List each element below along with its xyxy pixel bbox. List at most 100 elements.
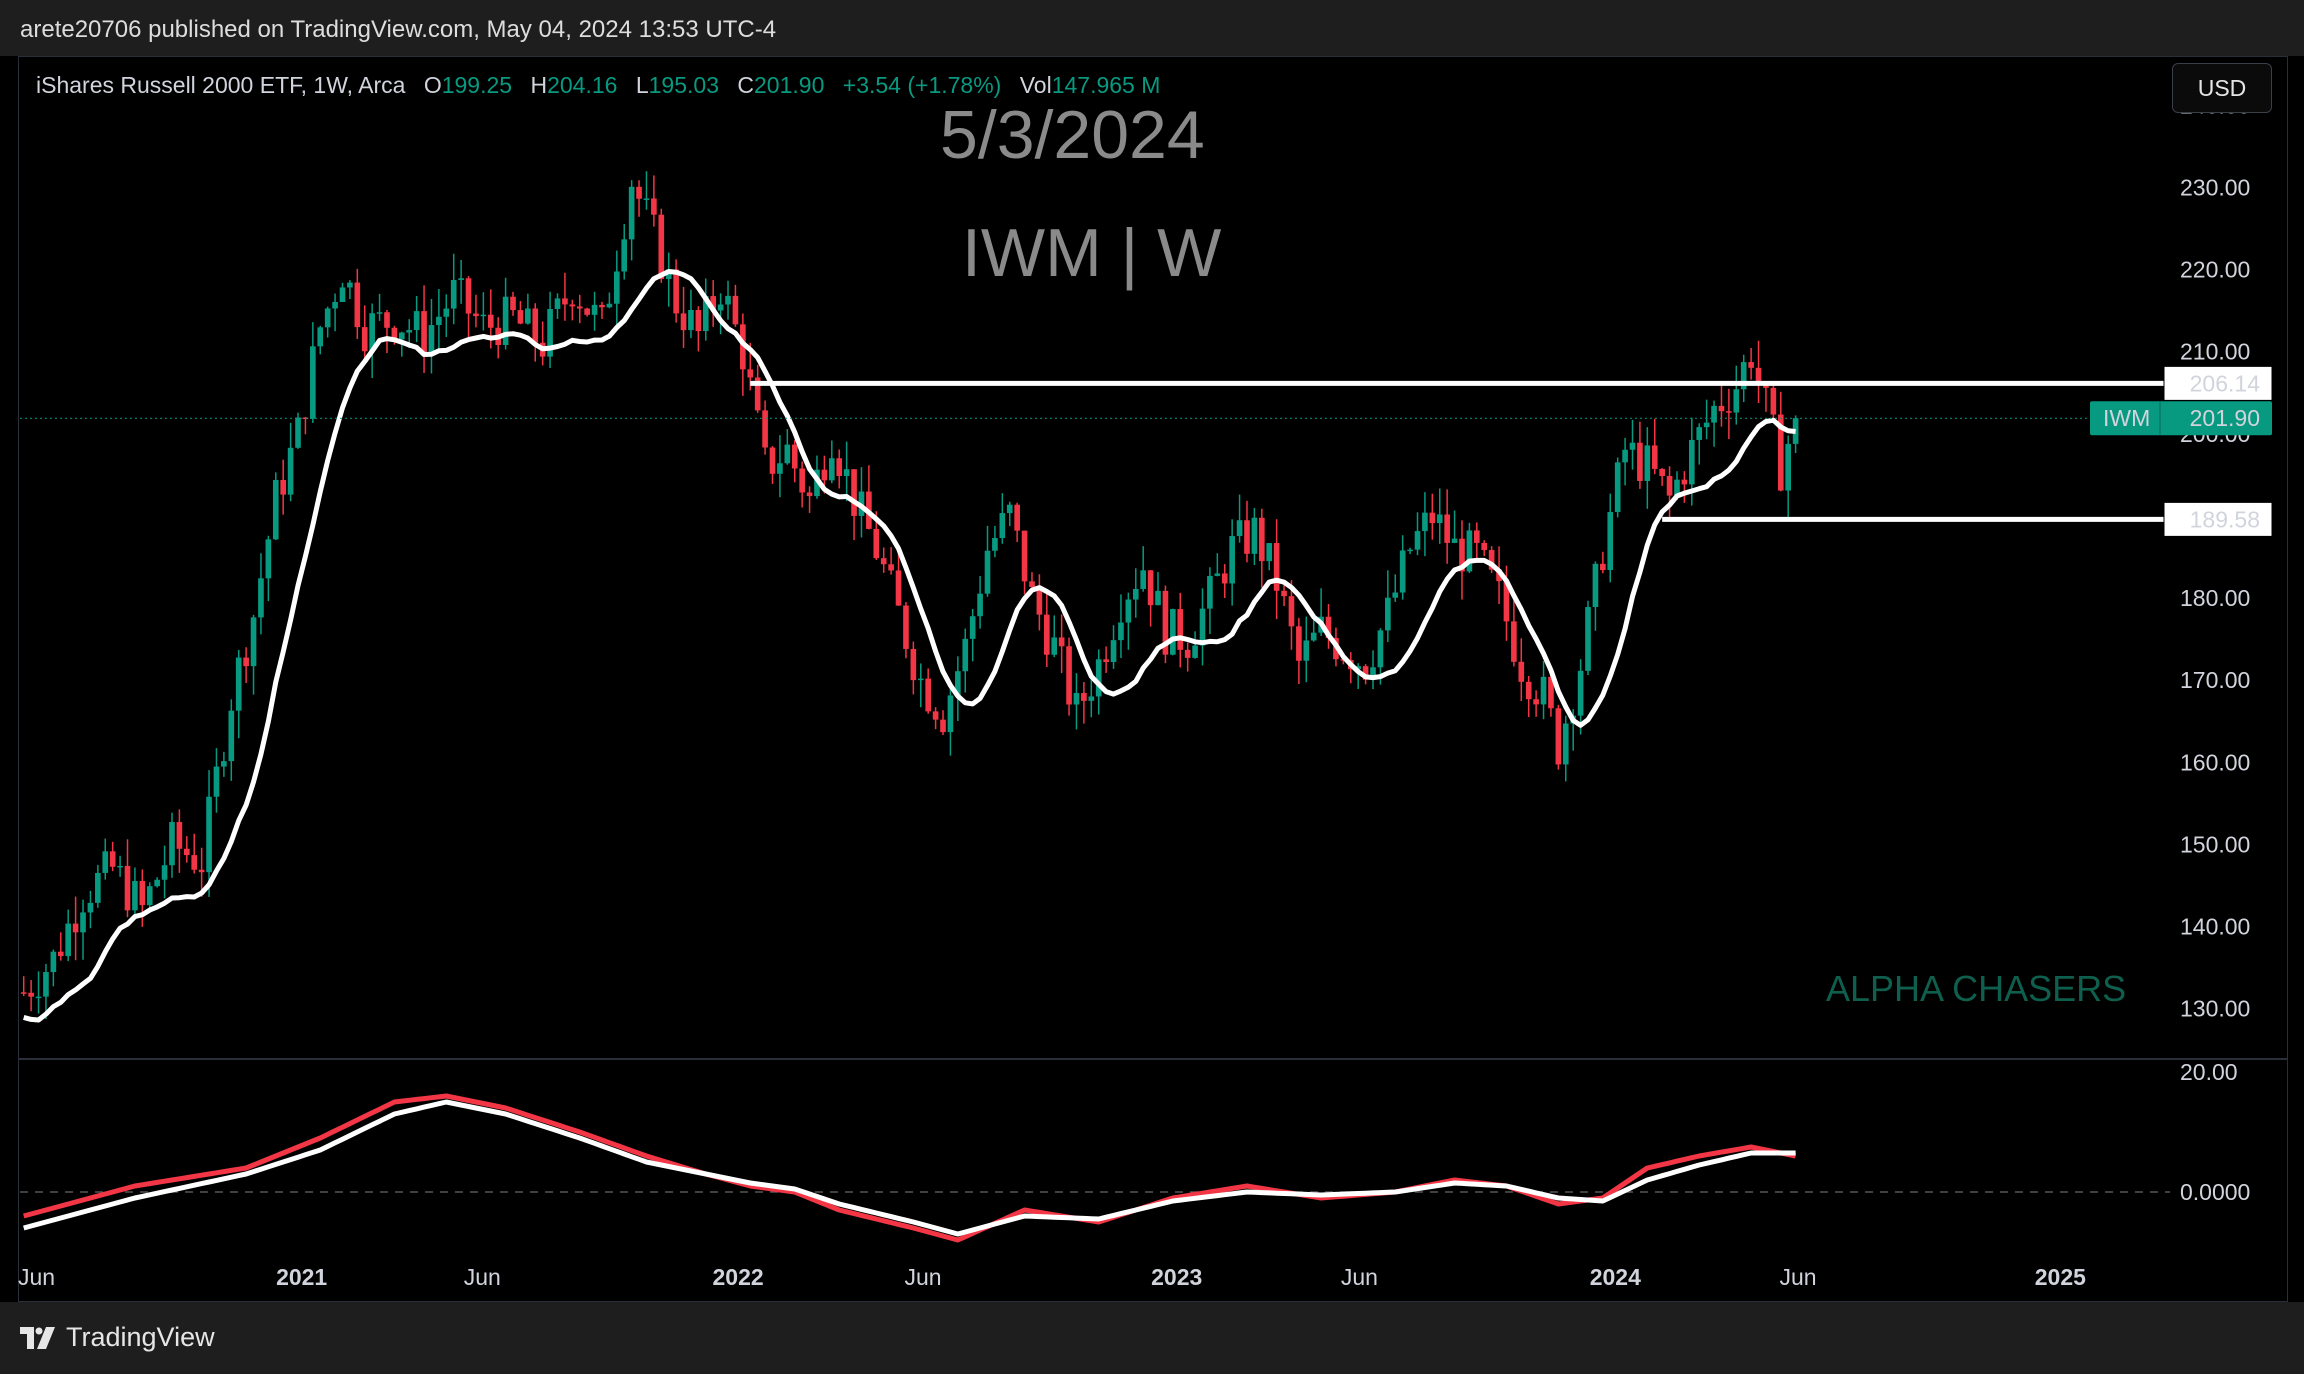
candle-body [1221,573,1228,584]
candle-body [1081,693,1087,701]
candle-body [702,296,709,332]
candle-body [1273,543,1280,591]
candle-body [65,923,72,957]
candle-body [1733,389,1740,413]
candle-body [873,528,880,559]
candle-body [465,278,472,314]
candle-body [1207,575,1213,609]
candle-body [695,309,702,332]
candle-body [1429,512,1436,524]
candle-body [1058,637,1065,647]
candle-body [50,951,57,973]
candle-body [510,296,516,311]
last-price-tag [2090,401,2272,436]
candle-body [562,298,568,305]
level-price-tag [2163,365,2273,401]
candle-body [1066,646,1072,705]
candle-body [80,912,86,933]
tradingview-logo[interactable]: TradingView [20,1322,215,1353]
chart-frame[interactable] [18,56,2288,1302]
candle-body [154,879,160,887]
candle-body [176,822,183,849]
candle-body [999,513,1006,539]
candle-body [1726,411,1732,413]
candle-body [636,186,642,199]
candle-body [1125,599,1132,623]
candle-body [1140,570,1147,589]
candle-body [1132,588,1139,600]
last-price-symbol: IWM [2103,405,2150,431]
candle-body [532,308,539,343]
tradingview-logo-icon [20,1326,55,1349]
candle-body [1051,637,1058,655]
candle-body [28,992,34,997]
candle-body [1622,449,1628,463]
candle-body [1192,645,1198,658]
y-axis-tick-label: 140.00 [2180,914,2250,940]
legend-low-key: L [635,72,649,98]
candle-body [1043,614,1050,655]
candle-body [599,304,605,308]
x-axis-tick-label: 2025 [2035,1264,2086,1290]
candle-body [1006,504,1013,514]
currency-button[interactable]: USD [2172,63,2272,113]
candle-body [146,886,153,906]
candle-body [1740,362,1747,390]
candle-body [680,313,687,331]
candle-body [955,671,961,696]
candle-body [1592,563,1599,608]
candle-body [332,301,338,309]
candle-body [717,304,724,311]
candle-body [1518,661,1525,682]
legend-symbol-name[interactable]: iShares Russell 2000 ETF, 1W, Arca [36,72,406,98]
x-axis-tick-label: 2022 [713,1264,764,1290]
publisher-line: arete20706 published on TradingView.com,… [20,16,777,43]
candle-body [1666,476,1673,496]
legend-low-value: 195.03 [648,72,719,98]
candle-body [1466,530,1473,572]
x-axis-tick-label: 2021 [276,1264,327,1290]
candle-body [1488,550,1495,570]
candle-body [1696,427,1703,440]
candle-body [1073,693,1080,705]
candle-body [1184,649,1191,658]
y-axis-tick-label: 220.00 [2180,257,2250,283]
candle-body [317,327,324,347]
candle-body [124,865,131,911]
candle-body [1607,512,1614,571]
candle-body [547,308,553,357]
level-price-label: 189.58 [2190,506,2260,532]
candle-body [1718,405,1725,412]
candle-body [880,558,887,565]
candle-body [132,880,138,911]
candle-body [324,308,331,328]
candle-body [621,239,628,272]
y-axis-tick-label: 230.00 [2180,174,2250,200]
candle-body [1407,549,1413,552]
candle-body [947,695,954,733]
candle-body [740,324,746,370]
candle-body [584,308,590,315]
legend-close-value: 201.90 [754,72,825,98]
candle-body [1021,530,1028,582]
candle-body [651,198,657,215]
candle-body [1088,696,1095,701]
candle-body [1503,581,1510,622]
candle-body [1451,538,1458,543]
y-axis-tick-label: 160.00 [2180,749,2250,775]
candle-body [525,308,531,324]
candle-body [769,447,776,474]
candle-body [72,923,79,933]
alpha-chasers-watermark: ALPHA CHASERS [1826,968,2127,1009]
candle-body [502,296,509,346]
x-axis-tick-label: Jun [1780,1264,1817,1290]
x-axis-tick-label: Jun [1341,1264,1378,1290]
candle-body [473,313,479,317]
candle-body [828,458,835,481]
candle-body [1548,676,1554,709]
legend-open-value: 199.25 [441,72,513,98]
level-price-tag [2163,501,2273,537]
candle-body [421,311,427,354]
candle-body [1777,414,1784,491]
